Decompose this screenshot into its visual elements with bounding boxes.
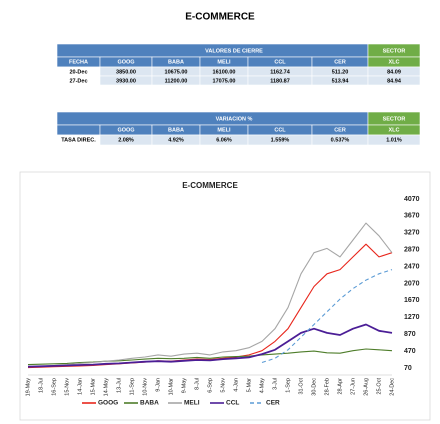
table-value: 3930.00 [116, 78, 136, 84]
column-header: BABA [168, 59, 184, 65]
y-tick-label: 4070 [404, 196, 420, 203]
group-header: VALORES DE CIERRE [205, 48, 263, 54]
x-tick-label: 27-Jun [350, 378, 356, 395]
legend-label: CCL [226, 400, 239, 407]
x-tick-label: 1-Sep [285, 378, 291, 393]
series-line [27, 222, 393, 368]
y-tick-label: 870 [404, 331, 416, 338]
x-tick-label: 10-Nov [142, 378, 148, 396]
y-tick-label: 3270 [404, 230, 420, 237]
x-tick-label: 10-Mar [168, 378, 174, 396]
x-tick-label: 14-Jan [77, 378, 83, 395]
x-tick-label: 30-Dec [311, 378, 317, 396]
column-header: XLC [389, 127, 400, 133]
group-header-cell [56, 111, 369, 126]
x-tick-label: 15-Nov [64, 378, 70, 396]
y-tick-label: 2870 [404, 247, 420, 254]
group-header: VARIACION % [216, 116, 253, 122]
chart-frame [19, 171, 431, 421]
table-value: TASA DIREC. [61, 137, 96, 143]
column-header: XLC [389, 59, 400, 65]
x-tick-label: 11-Sep [129, 378, 135, 395]
column-header: FECHA [69, 59, 88, 65]
table-value: 0.537% [331, 137, 350, 143]
sector-header: SECTOR [383, 48, 406, 54]
x-tick-label: 5-Nov [220, 378, 226, 393]
x-tick-label: 8-Jul [194, 378, 200, 390]
series-line [27, 348, 393, 366]
x-tick-label: 9-May [181, 378, 187, 394]
table-value: 6.06% [216, 137, 232, 143]
x-tick-label: 9-Jan [155, 378, 161, 392]
series-line [27, 323, 393, 368]
table-value: 1180.87 [270, 78, 290, 84]
x-tick-label: 15-Mar [90, 378, 96, 396]
x-tick-label: 5-Mar [246, 378, 252, 393]
x-tick-label: 4-Jan [233, 378, 239, 392]
table-value: 1.559% [271, 137, 290, 143]
table-value: 511.20 [332, 69, 349, 75]
table-value: 20-Dec [69, 69, 87, 75]
x-tick-label: 14-May [103, 378, 109, 397]
x-tick-label: 24-Dec [389, 378, 395, 396]
x-tick-label: 3-Jul [272, 378, 278, 390]
column-header: MELI [217, 127, 231, 133]
x-tick-label: 31-Oct [298, 378, 304, 395]
table-value: 513.94 [332, 78, 350, 84]
sector-header: SECTOR [383, 116, 406, 122]
column-header-cell [56, 124, 101, 136]
table-value: 3850.00 [116, 69, 136, 75]
x-tick-label: 26-Aug [363, 378, 369, 396]
column-header: BABA [168, 127, 184, 133]
y-tick-label: 70 [404, 365, 412, 372]
column-header: GOOG [117, 127, 134, 133]
y-tick-label: 1670 [404, 297, 420, 304]
legend-label: BABA [140, 400, 159, 407]
table-cell [367, 75, 421, 86]
table-value: 2.08% [118, 137, 134, 143]
column-header: CER [334, 127, 346, 133]
x-tick-label: 16-Sep [51, 378, 57, 396]
legend-label: CER [266, 400, 280, 407]
y-tick-label: 2470 [404, 263, 420, 270]
x-tick-label: 4-May [259, 378, 265, 394]
y-tick-label: 3670 [404, 213, 420, 220]
table-value: 11200.00 [165, 78, 188, 84]
x-tick-label: 28-Apr [337, 378, 343, 395]
x-tick-label: 13-Jul [116, 378, 122, 393]
x-tick-label: 19-May [25, 378, 31, 397]
table-value: 84.94 [387, 78, 402, 84]
table-value: 4.92% [168, 137, 184, 143]
y-tick-label: 2070 [404, 280, 420, 287]
x-tick-label: 6-Sep [207, 378, 213, 393]
table-value: 16100.00 [213, 69, 236, 75]
x-tick-label: 28-Feb [324, 378, 330, 395]
column-header: MELI [217, 59, 231, 65]
legend-label: GOOG [98, 400, 118, 407]
column-header: CER [334, 59, 346, 65]
column-header: CCL [274, 59, 286, 65]
column-header: GOOG [117, 59, 134, 65]
table-value: 17075.00 [213, 78, 236, 84]
legend-label: MELI [184, 400, 200, 407]
chart-title: E-COMMERCE [182, 181, 238, 190]
x-tick-label: 25-Oct [376, 378, 382, 395]
table-value: 27-Dec [69, 78, 87, 84]
series-line [261, 269, 393, 364]
table-value: 1.01% [386, 137, 402, 143]
page-title: E-COMMERCE [185, 12, 255, 23]
y-tick-label: 470 [404, 348, 416, 355]
x-tick-label: 18-Jul [38, 378, 44, 393]
column-header: CCL [274, 127, 286, 133]
table-value: 10675.00 [165, 69, 188, 75]
table-value: 1162.74 [270, 69, 291, 75]
y-tick-label: 1270 [404, 314, 420, 321]
table-value: 84.09 [387, 69, 401, 75]
table-cell [367, 134, 421, 146]
